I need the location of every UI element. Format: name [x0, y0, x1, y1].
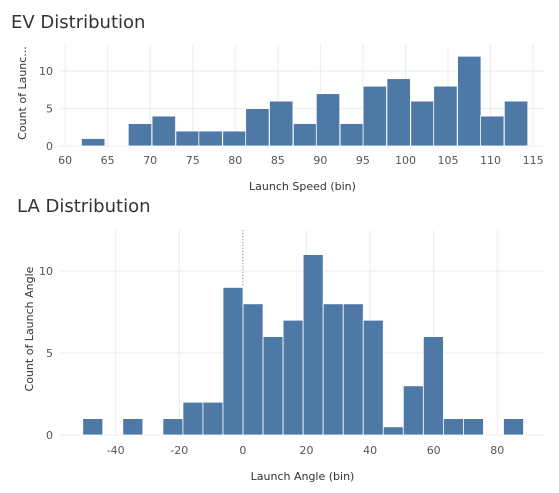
ev-x-tick-label: 100	[395, 154, 416, 167]
la-x-tick-label: 40	[363, 444, 377, 457]
la-chart-group: -40 -20 0 20 40 60 80 0 5 10 Launch Angle (bin) Cou…	[23, 230, 545, 483]
ev-x-tick-label: 75	[186, 154, 200, 167]
ev-histogram-bar	[81, 138, 106, 147]
ev-histogram-bar	[503, 100, 529, 147]
ev-histogram-bar	[480, 115, 505, 147]
ev-y-tick-label: 0	[46, 140, 53, 153]
la-y-tick-label: 5	[46, 347, 53, 360]
la-histogram-bar	[82, 418, 104, 436]
la-x-tick-label: 20	[299, 444, 313, 457]
la-histogram-bar	[342, 303, 364, 436]
la-histogram-bar	[503, 418, 524, 436]
la-x-tick-label: 0	[239, 444, 246, 457]
ev-histogram-bar	[269, 100, 294, 147]
la-x-tick-label: 60	[427, 444, 441, 457]
la-histogram-bar	[302, 254, 324, 436]
ev-histogram-bar	[175, 130, 200, 147]
ev-histogram-bar	[151, 115, 176, 147]
la-histogram-bar	[162, 418, 184, 436]
ev-histogram-bar	[410, 100, 435, 147]
ev-histogram-bar	[362, 85, 387, 147]
la-histogram-bar	[262, 336, 284, 436]
ev-histogram-bar	[222, 130, 247, 147]
ev-histogram-bar	[127, 123, 153, 147]
ev-histogram-bar	[198, 130, 223, 147]
ev-x-tick-label: 60	[58, 154, 72, 167]
ev-x-tick-label: 90	[313, 154, 327, 167]
ev-histogram-bar	[292, 123, 318, 147]
ev-x-tick-label: 105	[438, 154, 459, 167]
la-x-tick-label: -20	[170, 444, 188, 457]
la-histogram-bar	[402, 385, 424, 436]
ev-x-tick-label: 70	[143, 154, 157, 167]
ev-y-tick-label: 5	[46, 103, 53, 116]
ev-y-axis-title: Count of Launc...	[16, 46, 29, 140]
ev-x-tick-label: 110	[480, 154, 501, 167]
la-histogram-bar	[222, 286, 244, 436]
la-histogram-bar	[202, 401, 224, 436]
ev-y-tick-label: 10	[39, 65, 53, 78]
la-histogram-bar	[362, 319, 384, 436]
ev-x-tick-label: 95	[356, 154, 370, 167]
ev-histogram-bar	[433, 85, 458, 147]
la-chart-title: LA Distribution	[17, 196, 151, 217]
la-y-tick-label: 10	[39, 265, 53, 278]
ev-histogram-bar	[386, 78, 411, 147]
la-histogram-bar	[122, 418, 144, 436]
la-x-tick-label: 80	[490, 444, 504, 457]
la-y-tick-label: 0	[46, 429, 53, 442]
ev-x-axis-title: Launch Speed (bin)	[249, 180, 356, 193]
ev-histogram-bar	[339, 123, 364, 147]
ev-chart-title: EV Distribution	[11, 12, 146, 33]
la-histogram-bar	[463, 418, 484, 436]
la-histogram-bar	[322, 303, 344, 436]
ev-histogram-bar	[245, 108, 270, 147]
ev-chart-group: 60 65 70 75 80 85 90 95 100 105 110 115 0 5 10 Launch S…	[16, 45, 545, 193]
la-histogram-bar	[442, 418, 464, 436]
ev-histogram-bar	[315, 93, 341, 147]
ev-x-tick-label: 85	[271, 154, 285, 167]
la-histogram-bar	[422, 336, 444, 436]
la-y-axis-title: Count of Launch Angle	[23, 266, 36, 391]
la-histogram-bar	[242, 303, 264, 436]
la-histogram-bar	[282, 319, 304, 436]
ev-x-tick-label: 80	[228, 154, 242, 167]
ev-x-tick-label: 65	[101, 154, 115, 167]
la-histogram-bar	[382, 426, 404, 436]
la-x-axis-title: Launch Angle (bin)	[251, 470, 355, 483]
ev-x-tick-label: 115	[523, 154, 544, 167]
ev-histogram-bar	[457, 55, 482, 147]
la-histogram-bar	[182, 401, 204, 436]
la-x-tick-label: -40	[107, 444, 125, 457]
